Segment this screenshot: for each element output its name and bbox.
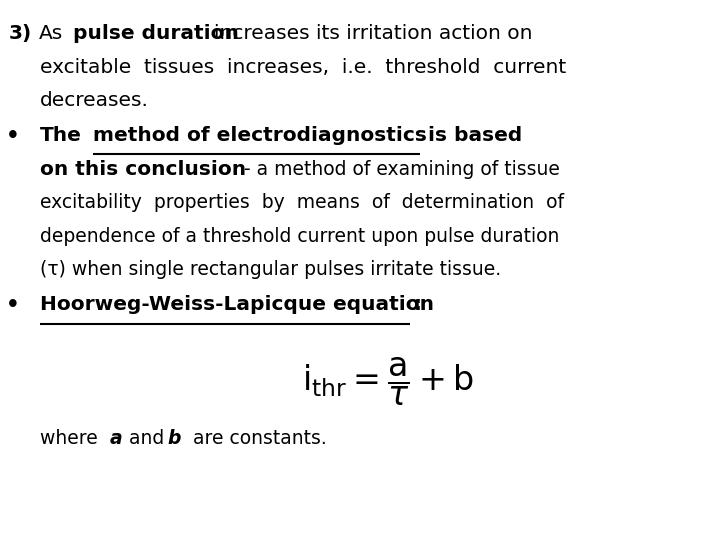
Text: - a method of examining of tissue: - a method of examining of tissue: [244, 160, 560, 179]
Text: dependence of a threshold current upon pulse duration: dependence of a threshold current upon p…: [40, 227, 559, 246]
Text: The: The: [40, 126, 81, 145]
Text: where: where: [40, 429, 109, 448]
Text: is based: is based: [428, 126, 522, 145]
Text: pulse duration: pulse duration: [73, 24, 239, 43]
Text: excitability  properties  by  means  of  determination  of: excitability properties by means of dete…: [40, 193, 564, 212]
Text: decreases.: decreases.: [40, 91, 148, 110]
Text: increases its irritation action on: increases its irritation action on: [214, 24, 532, 43]
Text: 3): 3): [9, 24, 32, 43]
Text: $\mathrm{i}_{\mathrm{thr}} = \dfrac{\mathrm{a}}{\tau} + \mathrm{b}$: $\mathrm{i}_{\mathrm{thr}} = \dfrac{\mat…: [302, 356, 474, 408]
Text: b: b: [168, 429, 181, 448]
Text: are constants.: are constants.: [181, 429, 326, 448]
Text: As: As: [39, 24, 63, 43]
Text: Hoorweg-Weiss-Lapicque equation: Hoorweg-Weiss-Lapicque equation: [40, 295, 433, 314]
Text: :: :: [414, 295, 422, 314]
Text: and: and: [123, 429, 171, 448]
Text: a: a: [110, 429, 123, 448]
Text: (τ) when single rectangular pulses irritate tissue.: (τ) when single rectangular pulses irrit…: [40, 260, 500, 279]
Text: •: •: [6, 295, 19, 315]
Text: on this conclusion: on this conclusion: [40, 160, 246, 179]
Text: •: •: [6, 126, 19, 146]
Text: excitable  tissues  increases,  i.e.  threshold  current: excitable tissues increases, i.e. thresh…: [40, 58, 566, 77]
Text: method of electrodiagnostics: method of electrodiagnostics: [93, 126, 427, 145]
